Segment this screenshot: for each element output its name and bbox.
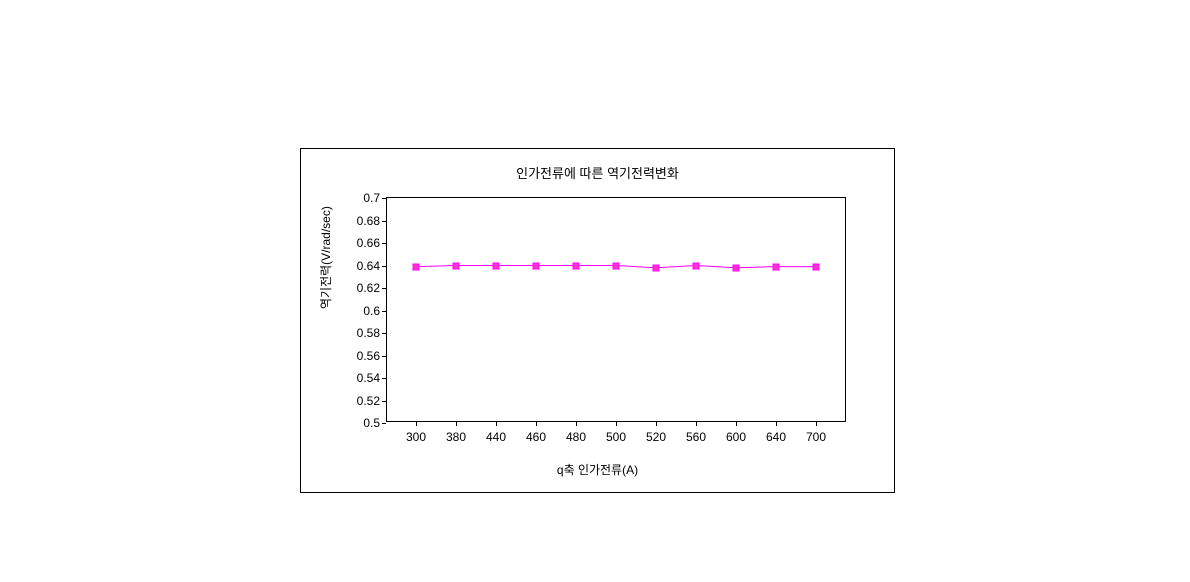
y-tick-mark	[382, 356, 386, 357]
x-tick-label: 380	[446, 430, 466, 444]
y-tick-mark	[382, 378, 386, 379]
x-tick-mark	[456, 422, 457, 426]
y-tick-label: 0.56	[338, 349, 380, 363]
x-tick-label: 560	[686, 430, 706, 444]
y-tick-label: 0.54	[338, 371, 380, 385]
x-tick-mark	[656, 422, 657, 426]
x-tick-label: 640	[766, 430, 786, 444]
data-marker	[813, 263, 820, 270]
data-marker	[613, 262, 620, 269]
y-tick-mark	[382, 266, 386, 267]
x-tick-mark	[816, 422, 817, 426]
data-marker	[493, 262, 500, 269]
y-tick-mark	[382, 243, 386, 244]
x-tick-label: 700	[806, 430, 826, 444]
x-axis-label: q축 인가전류(A)	[301, 461, 894, 478]
line-series	[386, 198, 845, 422]
y-tick-label: 0.58	[338, 326, 380, 340]
x-tick-mark	[616, 422, 617, 426]
data-marker	[773, 263, 780, 270]
y-tick-label: 0.66	[338, 236, 380, 250]
y-tick-label: 0.7	[338, 191, 380, 205]
x-tick-mark	[496, 422, 497, 426]
y-tick-mark	[382, 221, 386, 222]
chart-container: 인가전류에 따른 역기전력변화 역기전력(V/rad/sec) 0.50.520…	[300, 148, 895, 493]
x-tick-label: 300	[406, 430, 426, 444]
y-tick-label: 0.6	[338, 304, 380, 318]
x-tick-label: 480	[566, 430, 586, 444]
y-tick-label: 0.64	[338, 259, 380, 273]
y-tick-label: 0.52	[338, 394, 380, 408]
y-tick-mark	[382, 333, 386, 334]
y-tick-label: 0.68	[338, 214, 380, 228]
y-tick-label: 0.62	[338, 281, 380, 295]
chart-title: 인가전류에 따른 역기전력변화	[301, 163, 894, 182]
x-tick-mark	[696, 422, 697, 426]
y-tick-mark	[382, 198, 386, 199]
x-tick-mark	[776, 422, 777, 426]
data-marker	[573, 262, 580, 269]
data-marker	[733, 264, 740, 271]
data-marker	[413, 263, 420, 270]
data-marker	[693, 262, 700, 269]
y-axis-label: 역기전력(V/rad/sec)	[317, 206, 334, 309]
x-tick-label: 460	[526, 430, 546, 444]
y-tick-mark	[382, 401, 386, 402]
x-tick-mark	[536, 422, 537, 426]
plot-area: 0.50.520.540.560.580.60.620.640.660.680.…	[386, 197, 846, 422]
data-marker	[453, 262, 460, 269]
y-tick-mark	[382, 288, 386, 289]
y-tick-label: 0.5	[338, 416, 380, 430]
data-marker	[533, 262, 540, 269]
x-tick-mark	[576, 422, 577, 426]
x-tick-label: 520	[646, 430, 666, 444]
x-tick-label: 440	[486, 430, 506, 444]
x-tick-mark	[736, 422, 737, 426]
y-tick-mark	[382, 423, 386, 424]
x-tick-label: 600	[726, 430, 746, 444]
y-tick-mark	[382, 311, 386, 312]
data-marker	[653, 264, 660, 271]
x-tick-label: 500	[606, 430, 626, 444]
x-tick-mark	[416, 422, 417, 426]
